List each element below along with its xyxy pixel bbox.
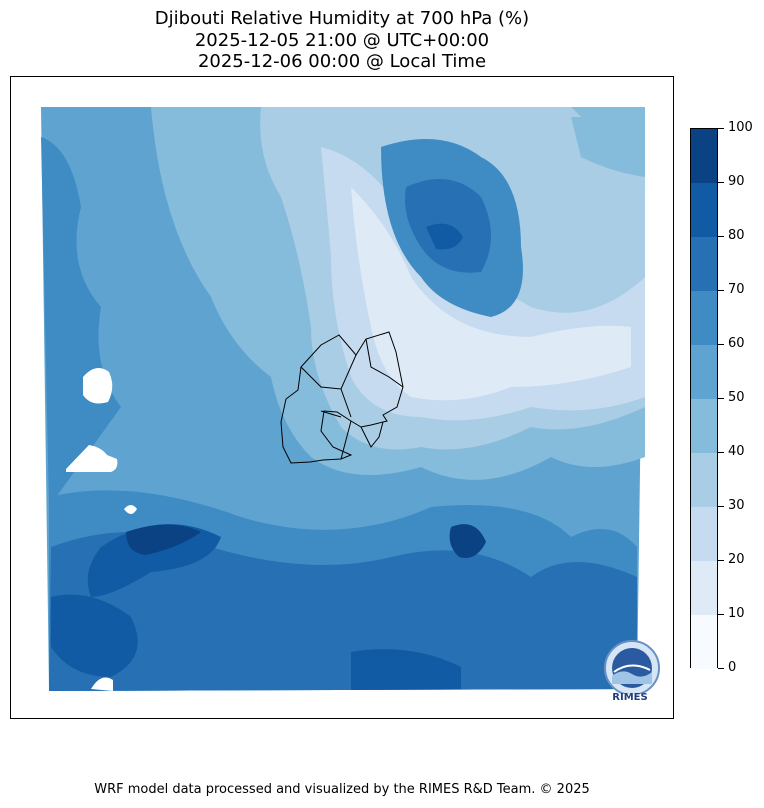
colorbar-band bbox=[691, 615, 717, 669]
title-line-1: Djibouti Relative Humidity at 700 hPa (%… bbox=[154, 8, 530, 29]
colorbar-tick-label: 50 bbox=[728, 390, 745, 405]
colorbar-tick-label: 80 bbox=[728, 228, 745, 243]
djibouti-region-lines bbox=[300, 338, 404, 460]
colorbar-tick-label: 40 bbox=[728, 444, 745, 459]
title-line-2: 2025-12-05 21:00 @ UTC+00:00 bbox=[194, 29, 490, 51]
missing-data-hole-4 bbox=[91, 677, 113, 691]
colorbar-tick bbox=[718, 614, 724, 615]
colorbar-tick-label: 90 bbox=[728, 174, 745, 189]
colorbar-tick bbox=[718, 182, 724, 183]
humidity-region-central-10 bbox=[351, 187, 631, 401]
colorbar-band bbox=[691, 453, 717, 507]
humidity-region-northeast-90 bbox=[426, 223, 463, 250]
colorbar-band bbox=[691, 507, 717, 561]
humidity-region-east-40 bbox=[571, 117, 645, 177]
colorbar-tick-label: 10 bbox=[728, 606, 745, 621]
colorbar-band bbox=[691, 129, 717, 183]
colorbar-tick-label: 0 bbox=[728, 660, 737, 675]
colorbar-tick-label: 70 bbox=[728, 282, 745, 297]
colorbar-band bbox=[691, 345, 717, 399]
colorbar-band bbox=[691, 399, 717, 453]
colorbar-tick bbox=[718, 236, 724, 237]
rimes-logo: RIMES bbox=[600, 638, 664, 708]
colorbar-band bbox=[691, 291, 717, 345]
humidity-region-southeast-90 bbox=[449, 524, 486, 558]
humidity-region-south-90 bbox=[87, 524, 222, 597]
humidity-field bbox=[41, 107, 645, 691]
colorbar-band bbox=[691, 561, 717, 615]
footer-credit: WRF model data processed and visualized … bbox=[94, 782, 590, 797]
rimes-logo-text: RIMES bbox=[612, 692, 648, 703]
colorbar-tick-label: 60 bbox=[728, 336, 745, 351]
colorbar-tick bbox=[718, 452, 724, 453]
colorbar-tick bbox=[718, 290, 724, 291]
map-title: Djibouti Relative Humidity at 700 hPa (%… bbox=[0, 8, 684, 73]
colorbar-tick bbox=[718, 344, 724, 345]
humidity-region-southwest-90 bbox=[51, 594, 138, 677]
humidity-region-south-80 bbox=[49, 532, 637, 691]
colorbar-tick bbox=[718, 560, 724, 561]
colorbar-tick-label: 100 bbox=[728, 120, 753, 135]
colorbar-tick bbox=[718, 668, 724, 669]
colorbar-band bbox=[691, 183, 717, 237]
map-panel bbox=[10, 76, 674, 719]
missing-data-hole-3 bbox=[124, 505, 137, 514]
humidity-region-south-bottom-90 bbox=[351, 649, 461, 690]
colorbar bbox=[690, 128, 718, 669]
djibouti-border bbox=[280, 331, 404, 464]
colorbar-tick bbox=[718, 128, 724, 129]
rimes-logo-icon bbox=[604, 640, 660, 696]
colorbar-tick-label: 20 bbox=[728, 552, 745, 567]
missing-data-hole-2 bbox=[66, 445, 118, 472]
missing-data-hole-1 bbox=[83, 368, 113, 404]
title-line-3: 2025-12-06 00:00 @ Local Time bbox=[197, 51, 487, 72]
humidity-region-south-100 bbox=[126, 524, 201, 555]
humidity-region-west bbox=[41, 137, 121, 507]
colorbar-tick bbox=[718, 506, 724, 507]
colorbar-band bbox=[691, 237, 717, 291]
colorbar-tick bbox=[718, 398, 724, 399]
colorbar-tick-label: 30 bbox=[728, 498, 745, 513]
